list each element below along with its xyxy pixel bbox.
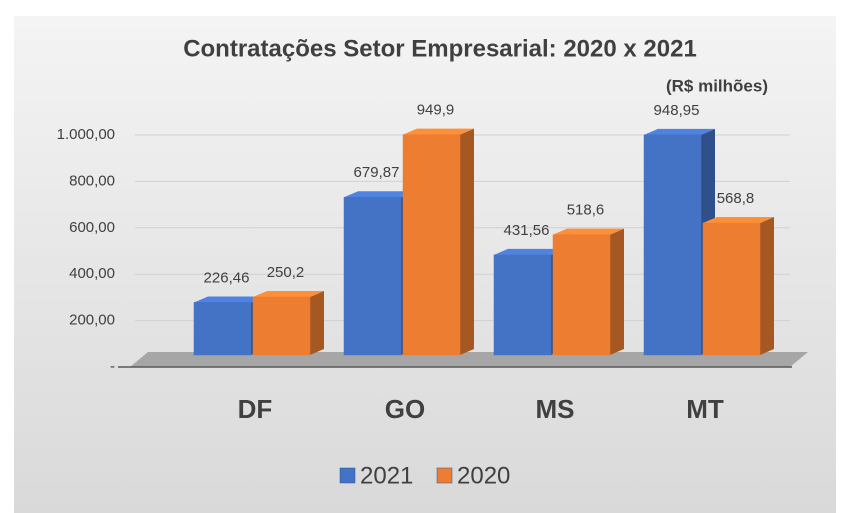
chart-title: Contratações Setor Empresarial: 2020 x 2… <box>183 35 697 62</box>
bar <box>193 302 252 356</box>
data-label: 568,8 <box>717 190 755 207</box>
data-label: 518,6 <box>567 202 605 219</box>
bar <box>643 134 702 356</box>
y-tick-label: - <box>110 358 115 375</box>
bar-side <box>610 228 624 355</box>
bar-top <box>644 128 715 135</box>
floor <box>130 352 808 367</box>
data-label: 679,87 <box>354 164 400 181</box>
y-tick-label: 1.000,00 <box>57 126 115 143</box>
x-tick-label: GO <box>385 394 425 424</box>
bar-top <box>194 296 265 303</box>
bar-side <box>460 128 474 355</box>
bar-top <box>553 228 624 235</box>
y-tick-label: 800,00 <box>69 172 115 189</box>
x-tick-label: DF <box>238 394 273 424</box>
data-label: 948,95 <box>654 102 700 119</box>
bar <box>252 296 311 356</box>
bar <box>343 197 402 356</box>
bar-top <box>403 128 474 135</box>
bar <box>402 134 461 356</box>
bar-side <box>310 290 324 355</box>
bar-top <box>344 191 415 198</box>
bar-top <box>703 217 774 224</box>
y-tick-label: 200,00 <box>69 312 115 329</box>
x-tick-label: MT <box>686 394 724 424</box>
bar-side <box>760 217 774 355</box>
legend-swatch <box>436 467 453 484</box>
data-label: 431,56 <box>504 222 550 239</box>
bar-top <box>494 248 565 255</box>
chart-subtitle: (R$ milhões) <box>666 76 768 95</box>
bar <box>702 222 761 356</box>
legend-label: 2021 <box>360 462 413 489</box>
x-tick-label: MS <box>536 394 575 424</box>
y-tick-label: 600,00 <box>69 219 115 236</box>
bar-top <box>253 290 324 297</box>
data-label: 949,9 <box>417 102 455 119</box>
legend-swatch <box>339 467 356 484</box>
data-label: 226,46 <box>204 269 250 286</box>
y-tick-label: 400,00 <box>69 265 115 282</box>
data-label: 250,2 <box>267 264 305 281</box>
bar <box>552 234 611 356</box>
bar <box>493 254 552 356</box>
legend-label: 2020 <box>457 462 510 489</box>
